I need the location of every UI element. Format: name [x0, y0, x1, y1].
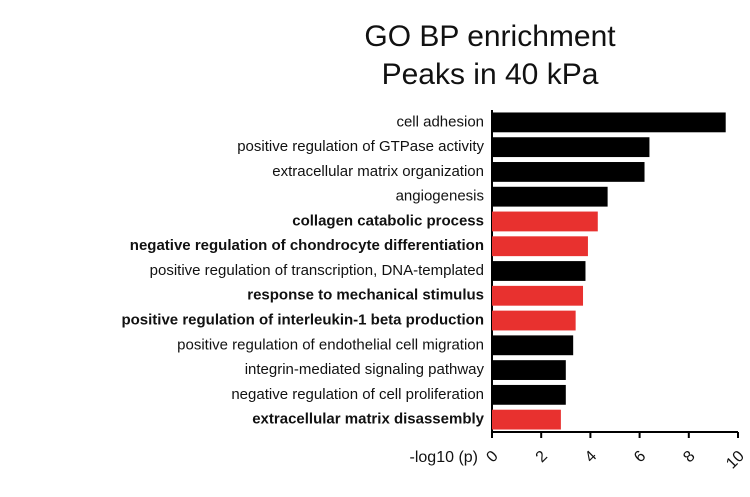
bar	[492, 261, 586, 281]
y-tick-label: collagen catabolic process	[292, 212, 484, 229]
y-tick-label: extracellular matrix organization	[272, 163, 484, 180]
y-tick-label: positive regulation of transcription, DN…	[150, 262, 484, 279]
y-tick-label: cell adhesion	[396, 113, 484, 130]
bar	[492, 236, 588, 257]
bar	[492, 409, 561, 430]
x-tick-label: 6	[631, 448, 649, 466]
bar	[492, 335, 574, 356]
bar	[492, 285, 584, 306]
bar	[492, 186, 608, 207]
x-tick-label: 2	[533, 448, 551, 466]
bar	[492, 162, 645, 182]
y-tick-label: positive regulation of endothelial cell …	[177, 336, 484, 353]
bar	[492, 112, 726, 133]
y-tick-label: negative regulation of chondrocyte diffe…	[130, 237, 484, 254]
bar	[492, 384, 566, 405]
x-tick-label: 10	[723, 448, 748, 473]
y-tick-label: positive regulation of interleukin-1 bet…	[121, 312, 484, 329]
bar	[492, 211, 598, 232]
y-tick-label: positive regulation of GTPase activity	[237, 138, 484, 155]
x-tick-label: 8	[680, 448, 698, 466]
bar	[492, 310, 576, 331]
x-tick-label: 0	[483, 448, 501, 466]
chart-subtitle: Peaks in 40 kPa	[382, 58, 599, 91]
y-tick-label: integrin-mediated signaling pathway	[245, 361, 485, 378]
y-tick-label: response to mechanical stimulus	[247, 287, 484, 304]
y-tick-label: negative regulation of cell proliferatio…	[231, 386, 484, 403]
bar	[492, 360, 566, 380]
x-axis-label: -log10 (p)	[410, 449, 478, 466]
bar	[492, 137, 650, 158]
chart-title: GO BP enrichment	[364, 20, 616, 53]
y-tick-label: angiogenesis	[396, 188, 484, 205]
y-tick-label: extracellular matrix disassembly	[252, 411, 484, 428]
x-tick-label: 4	[582, 448, 600, 466]
